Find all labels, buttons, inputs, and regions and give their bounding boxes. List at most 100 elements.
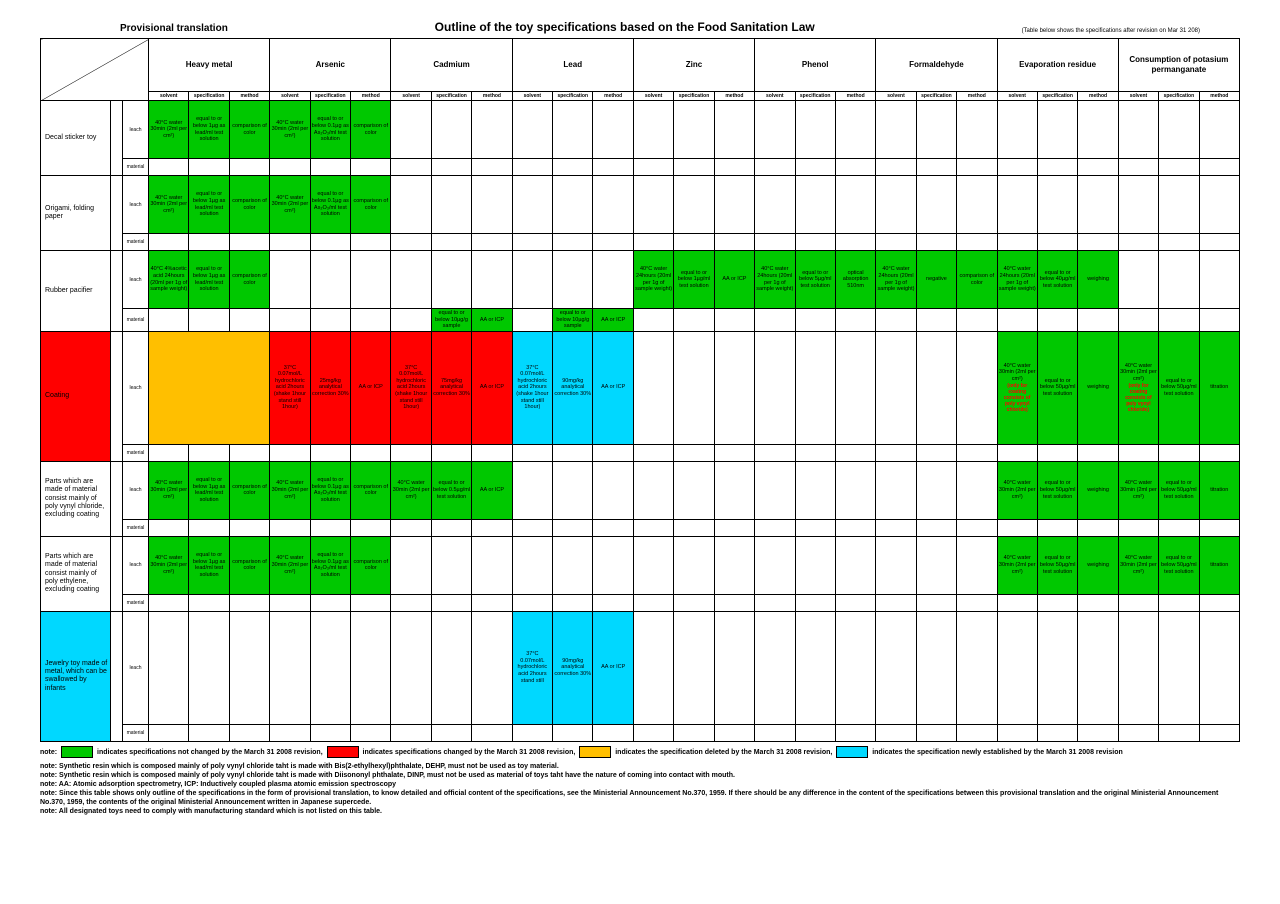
data-cell <box>1118 724 1158 741</box>
data-cell: 40°C water 30min (2ml per cm²) <box>149 101 189 159</box>
data-cell <box>1118 519 1158 536</box>
data-cell: 90mg/kg analytical correction 30% <box>553 331 593 444</box>
data-cell: comparison of color <box>229 251 269 309</box>
data-cell <box>1078 234 1118 251</box>
data-cell: equal to or below 0.1µg as As₂O₃/ml test… <box>310 461 350 519</box>
leach-label: leach <box>123 331 149 444</box>
sub-header: solvent <box>512 92 552 101</box>
data-cell <box>916 176 956 234</box>
data-cell <box>1199 611 1239 724</box>
data-cell <box>1199 101 1239 159</box>
data-cell <box>391 159 431 176</box>
data-cell <box>270 611 310 724</box>
data-cell <box>472 724 512 741</box>
data-cell <box>835 611 875 724</box>
data-cell: titration <box>1199 331 1239 444</box>
data-cell <box>472 101 512 159</box>
data-cell <box>633 724 673 741</box>
data-cell: 40°C 4%acetic acid 24hours (20ml per 1g … <box>149 251 189 309</box>
data-cell <box>472 611 512 724</box>
group-header: Arsenic <box>270 39 391 92</box>
data-cell: negative <box>916 251 956 309</box>
data-cell <box>512 519 552 536</box>
data-cell: comparison of color <box>957 251 997 309</box>
data-cell: AA or ICP <box>472 461 512 519</box>
data-cell: comparison of color <box>351 176 391 234</box>
data-cell <box>553 234 593 251</box>
data-cell <box>512 101 552 159</box>
data-cell <box>835 724 875 741</box>
data-cell <box>593 536 633 594</box>
data-cell <box>755 444 795 461</box>
data-cell <box>391 519 431 536</box>
data-cell <box>876 309 916 332</box>
data-cell <box>512 309 552 332</box>
data-cell: weighing <box>1078 251 1118 309</box>
sub-header: method <box>957 92 997 101</box>
data-cell <box>1118 594 1158 611</box>
data-cell <box>916 444 956 461</box>
data-cell <box>755 536 795 594</box>
data-cell <box>1037 444 1077 461</box>
data-cell <box>1199 234 1239 251</box>
diagonal-cell <box>41 39 149 101</box>
data-cell <box>189 444 229 461</box>
group-header: Formaldehyde <box>876 39 997 92</box>
data-cell <box>553 444 593 461</box>
sub-header: method <box>835 92 875 101</box>
data-cell: 40°C water 30min (2ml per cm²) <box>997 536 1037 594</box>
data-cell <box>714 461 754 519</box>
data-cell <box>431 176 471 234</box>
data-cell <box>472 536 512 594</box>
data-cell <box>391 176 431 234</box>
data-cell <box>795 536 835 594</box>
data-cell <box>1199 519 1239 536</box>
data-cell <box>714 101 754 159</box>
data-cell: AA or ICP <box>593 611 633 724</box>
data-cell <box>1078 176 1118 234</box>
data-cell <box>714 309 754 332</box>
data-cell <box>229 724 269 741</box>
data-cell <box>755 234 795 251</box>
data-cell <box>1078 611 1118 724</box>
data-cell: 40°C water 30min (2ml per cm²) <box>1118 461 1158 519</box>
data-cell <box>997 611 1037 724</box>
data-cell: 75mg/kg analytical correction 30% <box>431 331 471 444</box>
data-cell: equal to or below 0.1µg as As₂O₃/ml test… <box>310 536 350 594</box>
material-label: material <box>123 159 149 176</box>
data-cell <box>714 444 754 461</box>
data-cell <box>835 234 875 251</box>
data-cell <box>1159 159 1199 176</box>
data-cell <box>755 176 795 234</box>
data-cell <box>1037 519 1077 536</box>
footnote: note: Since this table shows only outlin… <box>40 789 1240 807</box>
data-cell: AA or ICP <box>472 309 512 332</box>
data-cell: 37°C 0.07mol/L hydrochloric acid 2hours … <box>391 331 431 444</box>
data-cell <box>835 444 875 461</box>
row-label: Parts which are made of material consist… <box>41 536 111 611</box>
data-cell <box>1037 234 1077 251</box>
data-cell: 40°C water 30min (2ml per cm²) <box>270 101 310 159</box>
data-cell <box>1159 444 1199 461</box>
material-label: material <box>123 234 149 251</box>
data-cell <box>957 101 997 159</box>
data-cell <box>957 234 997 251</box>
data-cell <box>876 461 916 519</box>
data-cell: equal to or below 1µg as lead/ml test so… <box>189 176 229 234</box>
data-cell <box>633 309 673 332</box>
group-header: Zinc <box>633 39 754 92</box>
data-cell <box>1118 101 1158 159</box>
data-cell: equal to or below 5µg/ml test solution <box>795 251 835 309</box>
sub-header: specification <box>189 92 229 101</box>
data-cell <box>229 611 269 724</box>
data-cell <box>351 519 391 536</box>
data-cell <box>553 159 593 176</box>
footnote: note: AA: Atomic adsorption spectrometry… <box>40 780 1240 789</box>
data-cell <box>957 159 997 176</box>
data-cell <box>391 611 431 724</box>
data-cell <box>149 331 270 444</box>
data-cell <box>876 519 916 536</box>
sub-header: method <box>1199 92 1239 101</box>
data-cell <box>714 176 754 234</box>
data-cell <box>755 309 795 332</box>
